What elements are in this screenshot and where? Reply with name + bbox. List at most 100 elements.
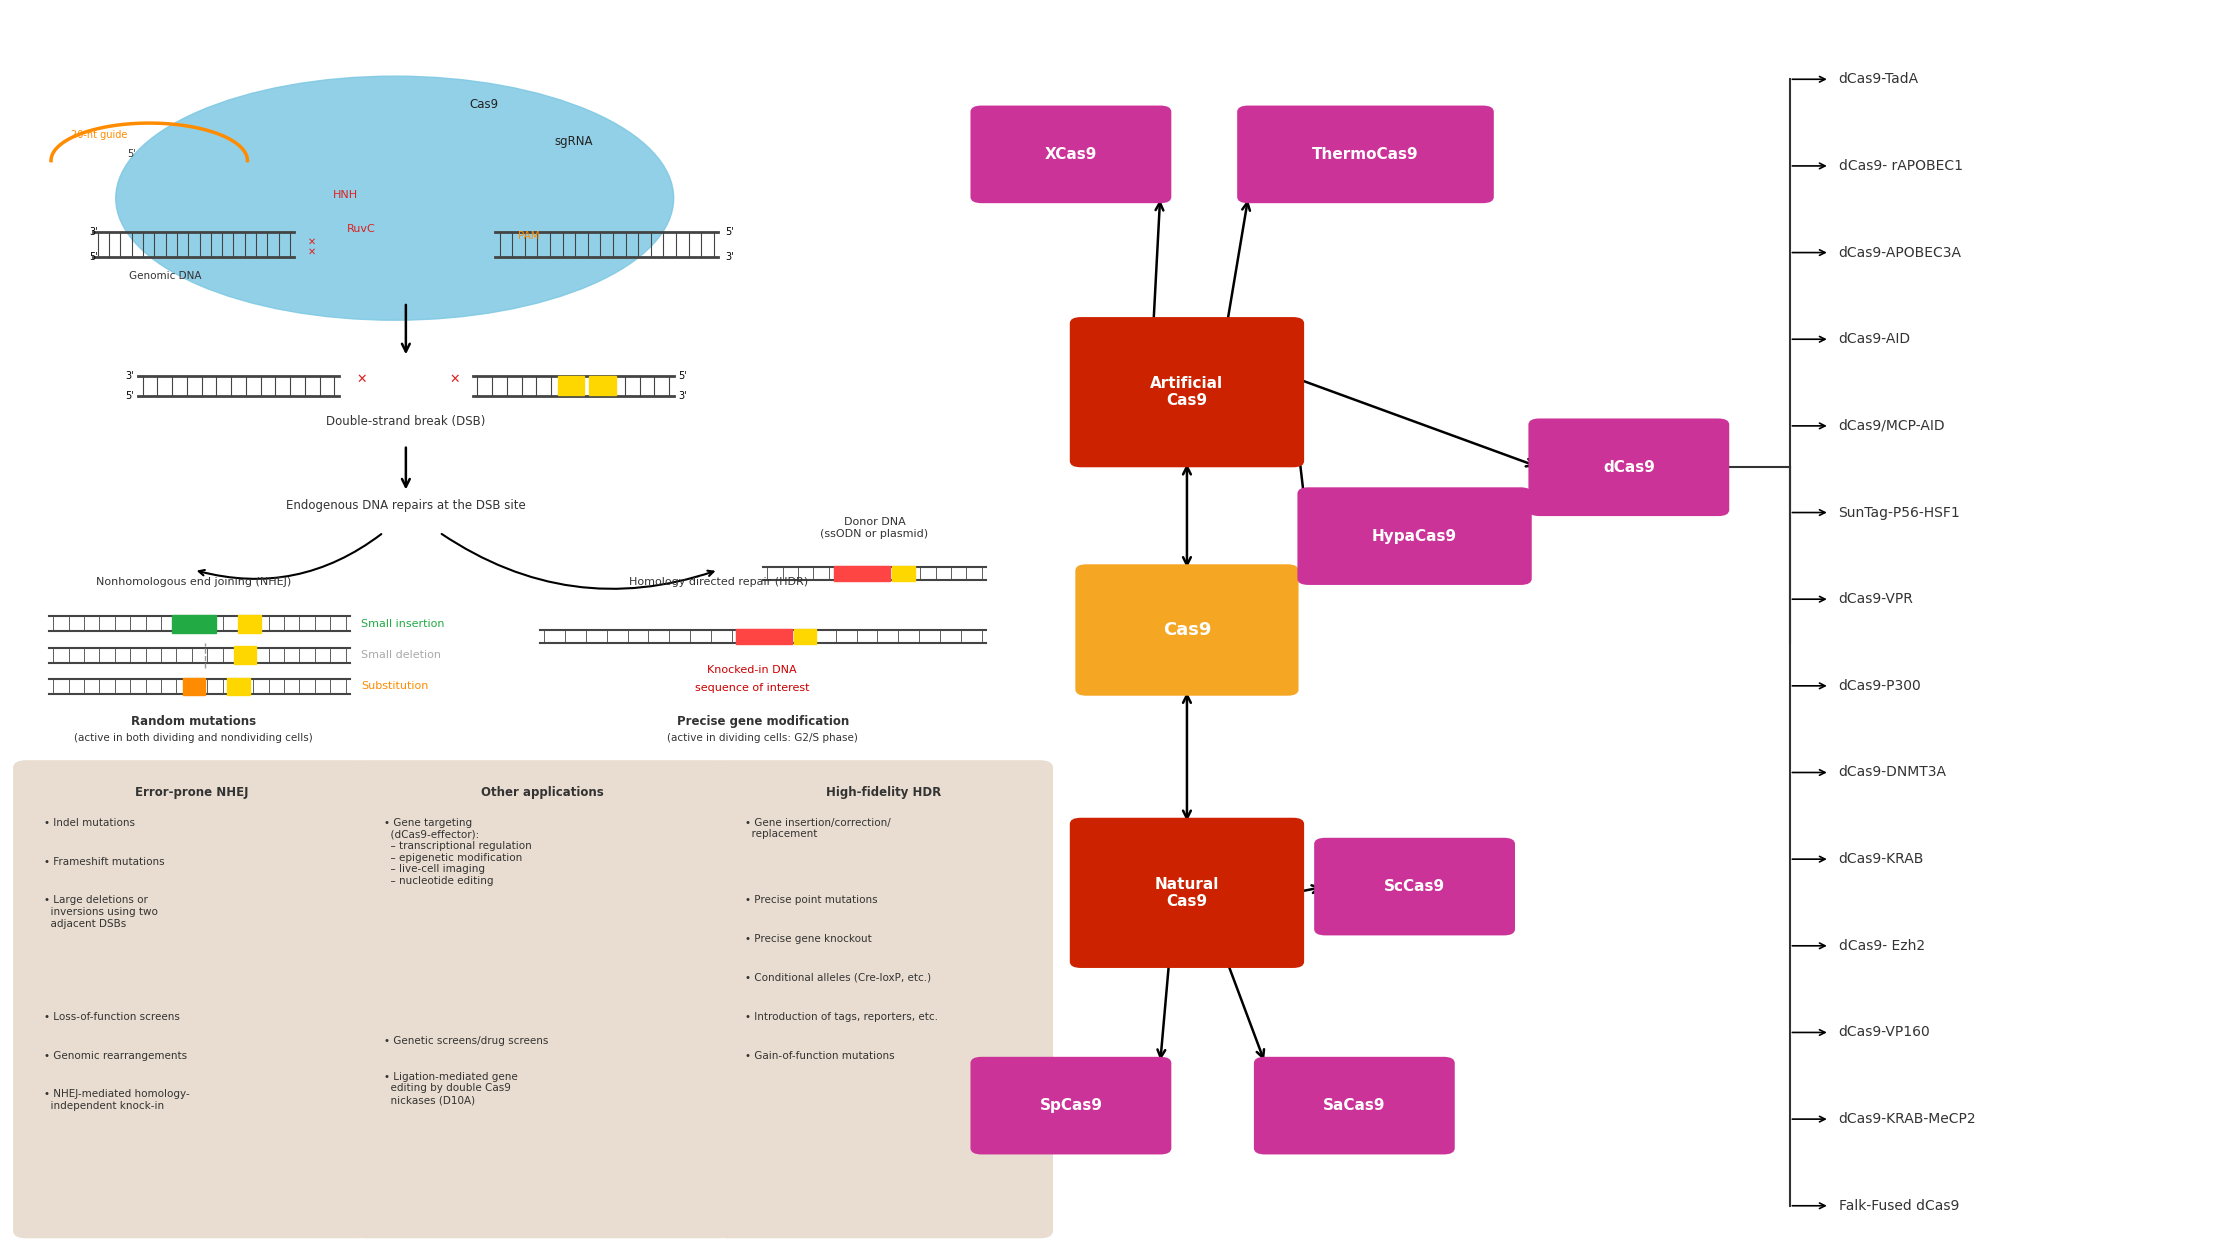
FancyBboxPatch shape [970,1057,1172,1154]
Text: ✕: ✕ [309,247,316,257]
Text: Cas9: Cas9 [470,98,500,111]
Text: dCas9-AID: dCas9-AID [1839,333,1911,347]
Text: • Precise gene knockout: • Precise gene knockout [746,934,871,944]
Bar [737,629,793,644]
FancyBboxPatch shape [1075,564,1299,696]
Text: dCas9-VPR: dCas9-VPR [1839,592,1913,606]
Text: HNH: HNH [334,190,358,200]
Text: • Conditional alleles (Cre-loxP, etc.): • Conditional alleles (Cre-loxP, etc.) [746,973,932,983]
FancyBboxPatch shape [1528,418,1729,517]
FancyBboxPatch shape [1315,838,1514,935]
Text: Nonhomologous end joining (NHEJ): Nonhomologous end joining (NHEJ) [96,577,291,587]
Text: Homology directed repair (HDR): Homology directed repair (HDR) [629,577,809,587]
Text: • Precise point mutations: • Precise point mutations [746,896,878,906]
Text: ScCas9: ScCas9 [1384,879,1445,895]
Text: • NHEJ-mediated homology-
  independent knock-in: • NHEJ-mediated homology- independent kn… [45,1090,190,1111]
Ellipse shape [116,76,674,320]
Text: dCas9-VP160: dCas9-VP160 [1839,1026,1931,1039]
Text: Artificial
Cas9: Artificial Cas9 [1151,375,1223,408]
Text: Precise gene modification: Precise gene modification [676,716,849,728]
Text: • Loss-of-function screens: • Loss-of-function screens [45,1012,179,1022]
Text: Falk-Fused dCas9: Falk-Fused dCas9 [1839,1198,1960,1213]
Text: dCas9- rAPOBEC1: dCas9- rAPOBEC1 [1839,159,1962,173]
Bar [892,566,914,581]
Text: 3': 3' [125,370,134,381]
Text: Genomic DNA: Genomic DNA [128,271,202,281]
Text: Endogenous DNA repairs at the DSB site: Endogenous DNA repairs at the DSB site [287,499,526,512]
Text: 5': 5' [128,149,137,159]
Text: • Gain-of-function mutations: • Gain-of-function mutations [746,1051,894,1061]
Text: sgRNA: sgRNA [553,135,594,149]
Bar [558,375,585,394]
Text: 3': 3' [90,227,99,237]
Text: Random mutations: Random mutations [132,716,255,728]
Text: Error-prone NHEJ: Error-prone NHEJ [134,786,249,799]
Bar [233,646,255,664]
Text: Other applications: Other applications [482,786,603,799]
FancyBboxPatch shape [1254,1057,1454,1154]
Text: XCas9: XCas9 [1044,147,1098,161]
Text: Double-strand break (DSB): Double-strand break (DSB) [327,415,486,427]
Text: 5': 5' [679,370,688,381]
Text: sequence of interest: sequence of interest [694,683,809,693]
Text: HypaCas9: HypaCas9 [1373,529,1458,543]
Text: dCas9-TadA: dCas9-TadA [1839,72,1920,86]
Text: dCas9- Ezh2: dCas9- Ezh2 [1839,939,1924,953]
FancyBboxPatch shape [970,106,1172,203]
Text: Donor DNA
(ssODN or plasmid): Donor DNA (ssODN or plasmid) [820,518,930,539]
Text: (active in dividing cells: G2/S phase): (active in dividing cells: G2/S phase) [668,732,858,742]
Text: dCas9-P300: dCas9-P300 [1839,679,1922,693]
Text: dCas9/MCP-AID: dCas9/MCP-AID [1839,418,1944,433]
Text: 5': 5' [125,391,134,401]
Text: dCas9-KRAB-MeCP2: dCas9-KRAB-MeCP2 [1839,1113,1976,1126]
FancyBboxPatch shape [715,760,1053,1239]
Text: ThermoCas9: ThermoCas9 [1313,147,1418,161]
FancyBboxPatch shape [13,760,370,1239]
Text: • Gene insertion/correction/
  replacement: • Gene insertion/correction/ replacement [746,818,892,839]
Bar [795,629,818,644]
Text: ✕: ✕ [450,373,459,386]
Text: Knocked-in DNA: Knocked-in DNA [708,665,797,675]
Text: PAM: PAM [517,232,540,242]
Text: 5': 5' [90,252,99,262]
Text: Natural
Cas9: Natural Cas9 [1156,877,1219,908]
Text: • Large deletions or
  inversions using two
  adjacent DSBs: • Large deletions or inversions using tw… [45,896,159,929]
Bar [184,678,206,696]
Bar [833,566,889,581]
FancyBboxPatch shape [1071,818,1304,968]
Text: 20-nt guide: 20-nt guide [72,130,128,140]
Bar [589,375,616,394]
Text: 3': 3' [726,252,735,262]
Text: ✕: ✕ [309,237,316,247]
Text: • Frameshift mutations: • Frameshift mutations [45,857,166,867]
Text: dCas9-APOBEC3A: dCas9-APOBEC3A [1839,246,1962,260]
Text: dCas9-KRAB: dCas9-KRAB [1839,852,1924,866]
FancyBboxPatch shape [352,760,732,1239]
FancyBboxPatch shape [1297,488,1532,585]
Text: High-fidelity HDR: High-fidelity HDR [827,786,941,799]
Bar [226,678,249,696]
Text: Small insertion: Small insertion [361,619,446,629]
FancyBboxPatch shape [1236,106,1494,203]
Text: SunTag-P56-HSF1: SunTag-P56-HSF1 [1839,505,1960,519]
Text: Substitution: Substitution [361,682,428,692]
Text: • Genomic rearrangements: • Genomic rearrangements [45,1051,188,1061]
Text: (active in both dividing and nondividing cells): (active in both dividing and nondividing… [74,732,314,742]
Text: SpCas9: SpCas9 [1039,1099,1102,1113]
Text: 3': 3' [679,391,688,401]
Text: • Gene targeting
  (dCas9-effector):
  – transcriptional regulation
  – epigenet: • Gene targeting (dCas9-effector): – tra… [383,818,531,886]
Text: Cas9: Cas9 [1163,621,1212,639]
Text: • Genetic screens/drug screens: • Genetic screens/drug screens [383,1036,549,1046]
Text: 5': 5' [726,227,735,237]
Bar [195,615,217,633]
Text: ✕: ✕ [356,373,367,386]
Text: • Introduction of tags, reporters, etc.: • Introduction of tags, reporters, etc. [746,1012,939,1022]
Text: dCas9-DNMT3A: dCas9-DNMT3A [1839,766,1947,780]
Text: SaCas9: SaCas9 [1324,1099,1387,1113]
Text: Small deletion: Small deletion [361,650,441,660]
FancyBboxPatch shape [1071,318,1304,467]
Text: dCas9: dCas9 [1604,460,1655,475]
Bar [172,615,195,633]
Text: RuvC: RuvC [347,224,376,234]
Bar [237,615,260,633]
